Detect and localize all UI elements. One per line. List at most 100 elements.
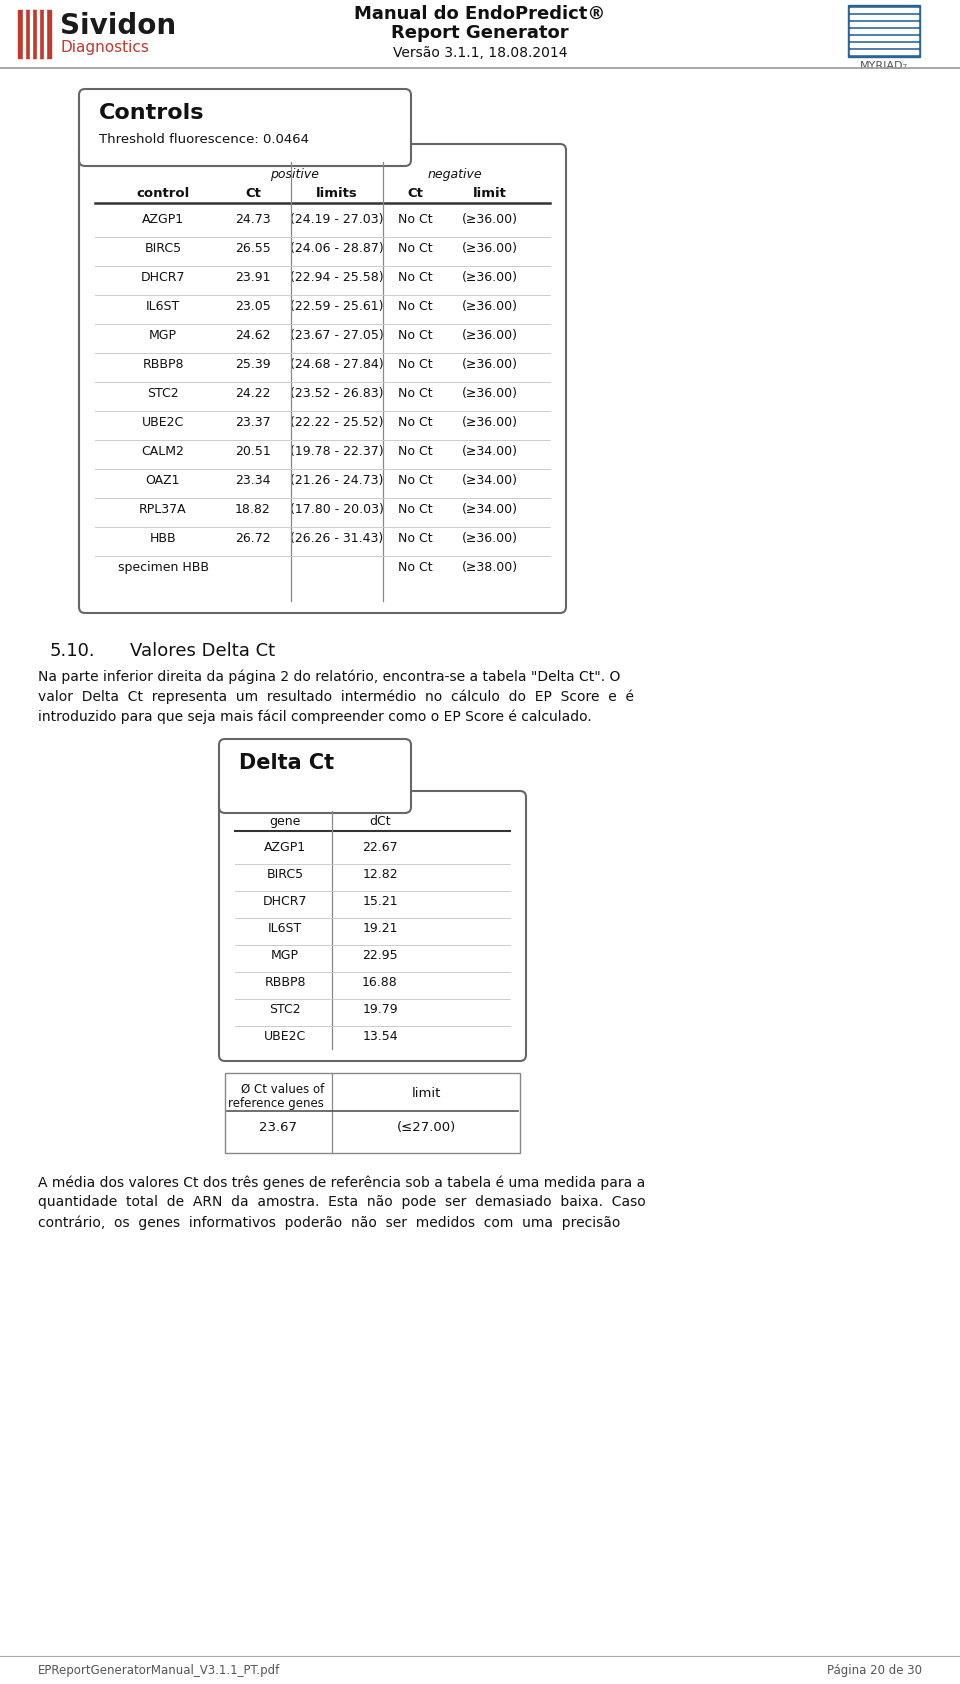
Text: Report Generator: Report Generator — [391, 24, 569, 42]
Bar — [37, 10, 39, 57]
Text: 26.55: 26.55 — [235, 242, 271, 254]
Text: limit: limit — [473, 187, 507, 200]
Text: control: control — [136, 187, 190, 200]
Text: (≥36.00): (≥36.00) — [462, 328, 518, 342]
Text: Valores Delta Ct: Valores Delta Ct — [130, 642, 276, 660]
Text: Diagnostics: Diagnostics — [60, 40, 149, 56]
Text: Sividon: Sividon — [60, 12, 176, 40]
Text: (≥36.00): (≥36.00) — [462, 387, 518, 401]
Text: (22.22 - 25.52): (22.22 - 25.52) — [290, 416, 384, 429]
Text: RPL37A: RPL37A — [139, 504, 187, 515]
FancyBboxPatch shape — [219, 791, 526, 1061]
Text: 22.67: 22.67 — [362, 840, 397, 854]
Text: EPReportGeneratorManual_V3.1.1_PT.pdf: EPReportGeneratorManual_V3.1.1_PT.pdf — [38, 1664, 280, 1677]
Text: HBB: HBB — [150, 532, 177, 546]
Bar — [23, 10, 25, 57]
Text: 13.54: 13.54 — [362, 1031, 397, 1042]
Bar — [39, 10, 44, 57]
Text: 16.88: 16.88 — [362, 977, 397, 989]
FancyBboxPatch shape — [219, 739, 411, 813]
Text: BIRC5: BIRC5 — [144, 242, 181, 254]
Text: AZGP1: AZGP1 — [264, 840, 306, 854]
Text: OAZ1: OAZ1 — [146, 473, 180, 487]
Text: 24.62: 24.62 — [235, 328, 271, 342]
Text: 12.82: 12.82 — [362, 867, 397, 881]
Text: (≥38.00): (≥38.00) — [462, 561, 518, 574]
Text: (≥36.00): (≥36.00) — [462, 242, 518, 254]
Text: No Ct: No Ct — [397, 532, 432, 546]
Text: 19.21: 19.21 — [362, 923, 397, 935]
Text: (22.94 - 25.58): (22.94 - 25.58) — [290, 271, 384, 285]
Text: reference genes: reference genes — [228, 1096, 324, 1110]
Text: AZGP1: AZGP1 — [142, 212, 184, 226]
Text: (≥34.00): (≥34.00) — [462, 504, 518, 515]
Text: (≥36.00): (≥36.00) — [462, 212, 518, 226]
Text: negative: negative — [428, 168, 482, 180]
Text: Ct: Ct — [407, 187, 423, 200]
Text: Delta Ct: Delta Ct — [239, 753, 334, 773]
FancyBboxPatch shape — [79, 145, 566, 613]
Text: positive: positive — [271, 168, 320, 180]
Text: 23.34: 23.34 — [235, 473, 271, 487]
Bar — [850, 15, 918, 19]
Text: No Ct: No Ct — [397, 359, 432, 370]
Text: 18.82: 18.82 — [235, 504, 271, 515]
Text: (24.06 - 28.87): (24.06 - 28.87) — [290, 242, 384, 254]
Bar — [850, 51, 918, 54]
Bar — [850, 8, 918, 12]
Text: (≤27.00): (≤27.00) — [396, 1122, 456, 1133]
Text: No Ct: No Ct — [397, 445, 432, 458]
Text: 24.22: 24.22 — [235, 387, 271, 401]
Text: (≥36.00): (≥36.00) — [462, 359, 518, 370]
Text: No Ct: No Ct — [397, 473, 432, 487]
Bar — [850, 29, 918, 34]
Text: (≥34.00): (≥34.00) — [462, 445, 518, 458]
Text: IL6ST: IL6ST — [268, 923, 302, 935]
Text: 5.10.: 5.10. — [50, 642, 96, 660]
Text: introduzido para que seja mais fácil compreender como o EP Score é calculado.: introduzido para que seja mais fácil com… — [38, 711, 591, 724]
Text: Na parte inferior direita da página 2 do relatório, encontra-se a tabela "Delta : Na parte inferior direita da página 2 do… — [38, 670, 620, 684]
Text: (26.26 - 31.43): (26.26 - 31.43) — [290, 532, 384, 546]
Bar — [850, 35, 918, 40]
Bar — [850, 22, 918, 25]
Text: No Ct: No Ct — [397, 242, 432, 254]
Text: Threshold fluorescence: 0.0464: Threshold fluorescence: 0.0464 — [99, 133, 309, 147]
Text: 22.95: 22.95 — [362, 950, 397, 962]
Text: STC2: STC2 — [269, 1004, 300, 1015]
Text: gene: gene — [270, 815, 300, 829]
Text: (23.67 - 27.05): (23.67 - 27.05) — [290, 328, 384, 342]
Text: Página 20 de 30: Página 20 de 30 — [827, 1664, 922, 1677]
Text: Versão 3.1.1, 18.08.2014: Versão 3.1.1, 18.08.2014 — [393, 45, 567, 61]
Bar — [46, 10, 51, 57]
Text: (≥36.00): (≥36.00) — [462, 271, 518, 285]
Text: 23.37: 23.37 — [235, 416, 271, 429]
Text: Ø Ct values of: Ø Ct values of — [241, 1083, 324, 1096]
Text: (≥36.00): (≥36.00) — [462, 300, 518, 313]
Text: (≥36.00): (≥36.00) — [462, 416, 518, 429]
Text: (21.26 - 24.73): (21.26 - 24.73) — [290, 473, 384, 487]
Text: MGP: MGP — [149, 328, 177, 342]
Text: 25.39: 25.39 — [235, 359, 271, 370]
Text: (24.19 - 27.03): (24.19 - 27.03) — [290, 212, 384, 226]
Text: specimen HBB: specimen HBB — [117, 561, 208, 574]
Bar — [848, 5, 920, 57]
Text: (22.59 - 25.61): (22.59 - 25.61) — [290, 300, 384, 313]
Text: 24.73: 24.73 — [235, 212, 271, 226]
Text: valor  Delta  Ct  representa  um  resultado  intermédio  no  cálculo  do  EP  Sc: valor Delta Ct representa um resultado i… — [38, 690, 634, 704]
Text: CALM2: CALM2 — [141, 445, 184, 458]
Text: 19.79: 19.79 — [362, 1004, 397, 1015]
Text: No Ct: No Ct — [397, 504, 432, 515]
Text: (≥36.00): (≥36.00) — [462, 532, 518, 546]
Text: dCt: dCt — [370, 815, 391, 829]
Bar — [30, 10, 32, 57]
Bar — [18, 10, 23, 57]
Text: (17.80 - 20.03): (17.80 - 20.03) — [290, 504, 384, 515]
Text: 15.21: 15.21 — [362, 894, 397, 908]
Text: DHCR7: DHCR7 — [141, 271, 185, 285]
Text: (24.68 - 27.84): (24.68 - 27.84) — [290, 359, 384, 370]
Text: A média dos valores Ct dos três genes de referência sob a tabela é uma medida pa: A média dos valores Ct dos três genes de… — [38, 1175, 645, 1189]
Text: (≥34.00): (≥34.00) — [462, 473, 518, 487]
Text: MYRIAD₇: MYRIAD₇ — [860, 61, 908, 71]
Text: IL6ST: IL6ST — [146, 300, 180, 313]
Text: Manual do EndoPredict®: Manual do EndoPredict® — [354, 5, 606, 24]
